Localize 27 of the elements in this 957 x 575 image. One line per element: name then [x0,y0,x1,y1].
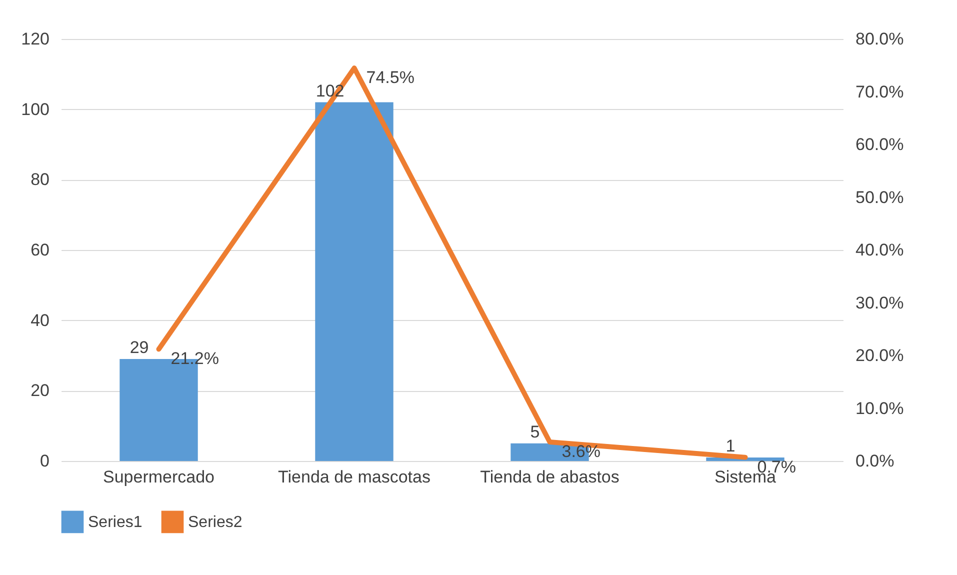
y2-tick-label: 80.0% [856,30,904,48]
y2-tick-label: 20.0% [856,346,904,365]
y2-tick-label: 50.0% [856,188,904,207]
data-label: 1 [726,436,736,456]
bar [315,102,394,461]
y-tick-label: 80 [30,170,50,190]
y2-tick-label: 70.0% [856,82,904,102]
x-tick-label: Tienda de abastos [480,468,620,486]
data-label: 21.2% [170,349,219,368]
legend-label: Series1 [88,514,142,531]
y-tick-label: 120 [21,30,50,48]
y2-tick-label: 30.0% [856,293,904,312]
y2-tick-label: 10.0% [856,398,904,418]
x-tick-label: Supermercado [102,468,215,486]
data-label: 5 [530,422,540,442]
y-tick-label: 20 [30,381,50,400]
y-tick-label: 100 [21,100,50,119]
y-tick-label: 0 [40,452,50,470]
y-tick-label: 40 [30,310,50,330]
data-label: 74.5% [366,68,414,88]
y-tick-label: 60 [30,240,50,260]
data-label: 29 [130,338,149,358]
y2-tick-label: 0.0% [856,452,894,470]
y2-tick-label: 40.0% [856,240,904,260]
y2-tick-label: 60.0% [856,135,904,154]
legend-label: Series2 [188,514,242,531]
x-tick-label: Tienda de mascotas [278,468,430,486]
